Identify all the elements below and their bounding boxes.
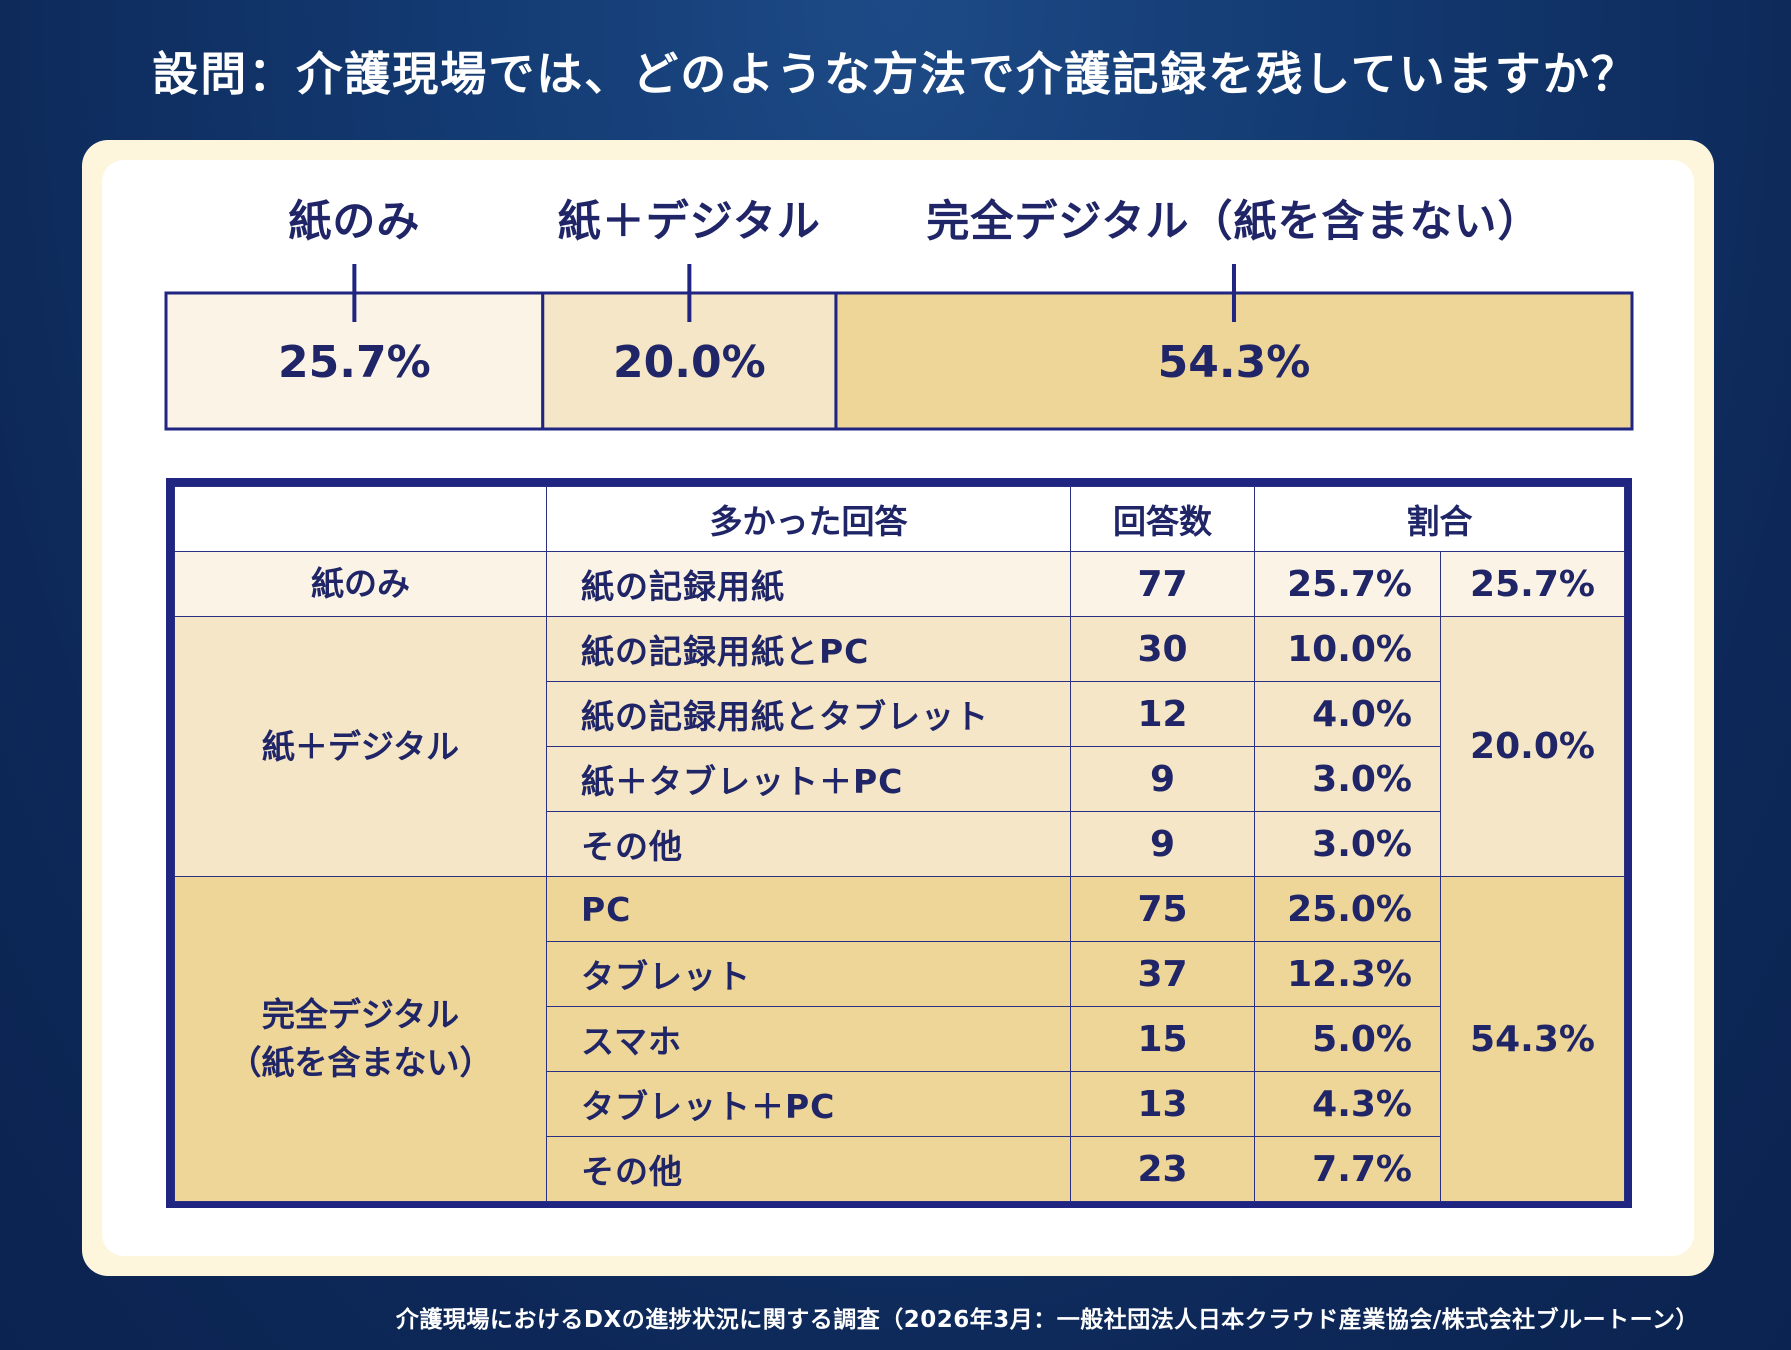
bar-category-label: 紙のみ: [288, 197, 420, 247]
group-total-cell: 25.7%: [1440, 551, 1625, 617]
page-title: 設問：介護現場では、どのような方法で介護記録を残していますか？: [152, 47, 1639, 101]
breakdown-table: 多かった回答 回答数 割合 紙のみ 紙の記録用紙 77 25.7% 25.7% 紙＋デジタ…: [174, 486, 1625, 1202]
bar-value-label: 20.0%: [613, 337, 766, 388]
percent-cell: 5.0%: [1254, 1006, 1441, 1072]
count-cell: 30: [1070, 616, 1255, 682]
count-cell: 15: [1070, 1006, 1255, 1072]
category-cell: 完全デジタル （紙を含まない）: [174, 876, 547, 1202]
count-cell: 77: [1070, 551, 1255, 617]
percent-cell: 25.7%: [1254, 551, 1441, 617]
bar-category-label: 紙＋デジタル: [558, 197, 821, 247]
header-answer: 多かった回答: [546, 486, 1071, 552]
count-cell: 37: [1070, 941, 1255, 1007]
answer-cell: 紙の記録用紙とタブレット: [546, 681, 1071, 747]
bar-value-label: 54.3%: [1158, 337, 1311, 388]
percent-cell: 3.0%: [1254, 811, 1441, 877]
answer-cell: 紙の記録用紙とPC: [546, 616, 1071, 682]
table-row: 紙の記録用紙とタブレット 12 4.0%: [174, 681, 1625, 747]
count-cell: 23: [1070, 1136, 1255, 1202]
answer-cell: 紙＋タブレット＋PC: [546, 746, 1071, 812]
table-header-row: 多かった回答 回答数 割合: [174, 486, 1625, 552]
count-cell: 9: [1070, 811, 1255, 877]
table-row: 紙＋デジタル 紙の記録用紙とPC 30 10.0% 20.0%: [174, 616, 1625, 877]
answer-cell: その他: [546, 1136, 1071, 1202]
stacked-bar-chart: 25.7% 紙のみ 20.0% 紙＋デジタル 54.3% 完全デジタル（紙を含まない）: [164, 197, 1634, 431]
count-cell: 75: [1070, 876, 1255, 942]
group-total-cell: 20.0%: [1440, 616, 1625, 877]
bar-value-label: 25.7%: [278, 337, 431, 388]
percent-cell: 12.3%: [1254, 941, 1441, 1007]
group-total-cell: 54.3%: [1440, 876, 1625, 1202]
answer-cell: PC: [546, 876, 1071, 942]
percent-cell: 4.0%: [1254, 681, 1441, 747]
count-cell: 9: [1070, 746, 1255, 812]
category-cell: 紙のみ: [174, 551, 547, 617]
table-row: 完全デジタル （紙を含まない） PC 75 25.0% 54.3%: [174, 876, 1625, 1202]
answer-cell: その他: [546, 811, 1071, 877]
category-cell: 紙＋デジタル: [174, 616, 547, 877]
answer-cell: タブレット＋PC: [546, 1071, 1071, 1137]
table-row: その他 9 3.0%: [174, 811, 1625, 877]
answer-cell: スマホ: [546, 1006, 1071, 1072]
percent-cell: 7.7%: [1254, 1136, 1441, 1202]
answer-cell: 紙の記録用紙: [546, 551, 1071, 617]
bar-category-label: 完全デジタル（紙を含まない）: [926, 197, 1541, 247]
table-row: 紙のみ 紙の記録用紙 77 25.7% 25.7%: [174, 551, 1625, 617]
source-note: 介護現場におけるDXの進捗状況に関する調査（2026年3月：一般社団法人日本クラ…: [395, 1307, 1699, 1333]
count-cell: 12: [1070, 681, 1255, 747]
header-ratio: 割合: [1254, 486, 1625, 552]
percent-cell: 4.3%: [1254, 1071, 1441, 1137]
answer-cell: タブレット: [546, 941, 1071, 1007]
percent-cell: 10.0%: [1254, 616, 1441, 682]
percent-cell: 25.0%: [1254, 876, 1441, 942]
header-category: [174, 486, 547, 552]
percent-cell: 3.0%: [1254, 746, 1441, 812]
header-count: 回答数: [1070, 486, 1255, 552]
breakdown-table-frame: 多かった回答 回答数 割合 紙のみ 紙の記録用紙 77 25.7% 25.7% 紙＋デジタ…: [166, 478, 1632, 1208]
count-cell: 13: [1070, 1071, 1255, 1137]
